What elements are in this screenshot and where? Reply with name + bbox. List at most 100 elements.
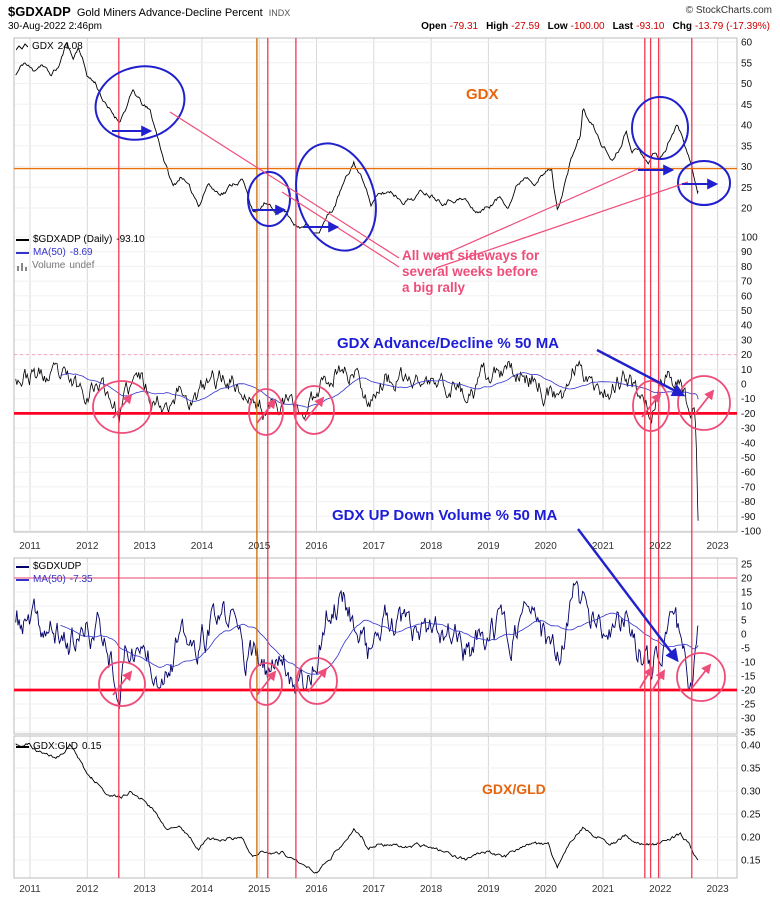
hand-annotations [92,65,731,707]
svg-text:-15: -15 [741,672,756,683]
quote-strip: Open -79.31 High -27.59 Low -100.00 Last -93… [421,21,770,32]
svg-text:-35: -35 [741,728,756,739]
svg-text:10: 10 [741,602,753,613]
quote-last: Last -93.10 [612,21,665,32]
svg-text:2013: 2013 [133,884,156,895]
legend-gdxgld-label: GDX:GLD [33,741,79,752]
svg-text:25: 25 [741,183,753,194]
sideways-note: All went sideways for several weeks befo… [402,248,540,295]
svg-text:-40: -40 [741,438,756,449]
svg-text:2014: 2014 [191,541,214,552]
legend-gdxudp-label: $GDXUDP [33,561,82,572]
gdx-annotation-label: GDX [466,86,499,103]
svg-text:2011: 2011 [19,884,41,895]
ratio-annotation-label: GDX/GLD [482,781,546,797]
svg-text:2012: 2012 [76,541,99,552]
svg-text:40: 40 [741,121,753,132]
svg-text:90: 90 [741,247,753,258]
legend-ma2-label: MA(50) [33,574,66,585]
index-tag: INDX [268,8,291,18]
svg-text:2021: 2021 [592,541,615,552]
svg-text:2023: 2023 [706,884,729,895]
line-chart-icon [16,42,28,50]
svg-text:35: 35 [741,141,753,152]
svg-text:2017: 2017 [363,884,386,895]
udvol-annotation-label: GDX UP Down Volume % 50 MA [332,507,558,524]
svg-text:2021: 2021 [592,884,615,895]
svg-text:0.25: 0.25 [741,810,761,821]
svg-text:2020: 2020 [535,541,558,552]
svg-text:10: 10 [741,365,753,376]
svg-text:2012: 2012 [76,884,99,895]
legend-gdxadp-value: -93.10 [116,234,145,245]
svg-text:-10: -10 [741,658,756,669]
svg-text:55: 55 [741,58,753,69]
svg-text:-25: -25 [741,700,756,711]
svg-text:80: 80 [741,262,753,273]
series-dash-icon [16,578,29,581]
svg-text:50: 50 [741,306,753,317]
chart-header: $GDXADP Gold Miners Advance-Decline Perc… [8,4,290,19]
legend-gdx-value: 24.08 [57,41,83,52]
svg-text:-20: -20 [741,409,756,420]
series-dash-icon [16,565,29,568]
svg-text:0.35: 0.35 [741,764,761,775]
svg-text:-60: -60 [741,468,756,479]
adline-annotation-label: GDX Advance/Decline % 50 MA [337,335,560,352]
legend-volume-value: undef [69,260,95,271]
datetime: 30-Aug-2022 2:46pm [8,21,102,32]
legend-ma-label: MA(50) [33,247,66,258]
svg-text:2016: 2016 [305,884,328,895]
legend-gdxadp: $GDXADP (Daily) -93.10 MA(50) -8.69 Volu… [16,233,145,272]
svg-text:-20: -20 [741,686,756,697]
svg-text:20: 20 [741,574,753,585]
svg-text:2014: 2014 [191,884,214,895]
svg-text:-30: -30 [741,424,756,435]
legend-gdxgld-value: 0.15 [82,741,102,752]
legend-gdx: GDX 24.08 [16,40,83,53]
svg-text:60: 60 [741,291,753,302]
svg-text:2023: 2023 [706,541,729,552]
svg-text:2018: 2018 [420,884,443,895]
svg-text:45: 45 [741,100,753,111]
series-dash-icon [16,251,29,254]
svg-text:0.20: 0.20 [741,833,761,844]
svg-text:-5: -5 [741,644,750,655]
svg-text:30: 30 [741,162,753,173]
legend-gdxgld: GDX:GLD 0.15 [16,740,101,753]
svg-text:2022: 2022 [649,884,672,895]
series-dash-icon [16,238,29,241]
svg-text:2019: 2019 [477,884,500,895]
svg-text:100: 100 [741,233,758,244]
svg-text:25: 25 [741,560,753,571]
svg-text:20: 20 [741,204,753,215]
legend-ma2-value: -7.35 [69,574,93,585]
legend-gdxudp: $GDXUDP MA(50) -7.35 [16,560,93,586]
svg-text:0.30: 0.30 [741,787,761,798]
volume-bars-icon [17,262,27,271]
svg-text:70: 70 [741,277,753,288]
legend-gdxadp-label: $GDXADP (Daily) [33,234,113,245]
svg-text:-10: -10 [741,394,756,405]
svg-text:15: 15 [741,588,753,599]
svg-text:-50: -50 [741,453,756,464]
symbol-label: $GDXADP [8,4,71,19]
svg-text:-100: -100 [741,527,761,538]
svg-text:2015: 2015 [248,884,271,895]
svg-text:2015: 2015 [248,541,271,552]
svg-text:0: 0 [741,380,747,391]
svg-text:-70: -70 [741,482,756,493]
svg-text:0: 0 [741,630,747,641]
svg-text:-90: -90 [741,512,756,523]
svg-text:2018: 2018 [420,541,443,552]
quote-low: Low -100.00 [547,21,605,32]
series-lines: 6055504540353025201009080706050403020100… [14,38,761,874]
grid [13,37,738,879]
svg-text:2011: 2011 [19,541,41,552]
svg-text:-80: -80 [741,497,756,508]
svg-text:0.40: 0.40 [741,741,761,752]
series-dash-icon [16,745,29,748]
quote-open: Open -79.31 [421,21,479,32]
